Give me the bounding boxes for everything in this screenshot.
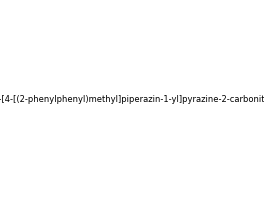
- Text: 3-[4-[(2-phenylphenyl)methyl]piperazin-1-yl]pyrazine-2-carbonitrile: 3-[4-[(2-phenylphenyl)methyl]piperazin-1…: [0, 95, 264, 104]
